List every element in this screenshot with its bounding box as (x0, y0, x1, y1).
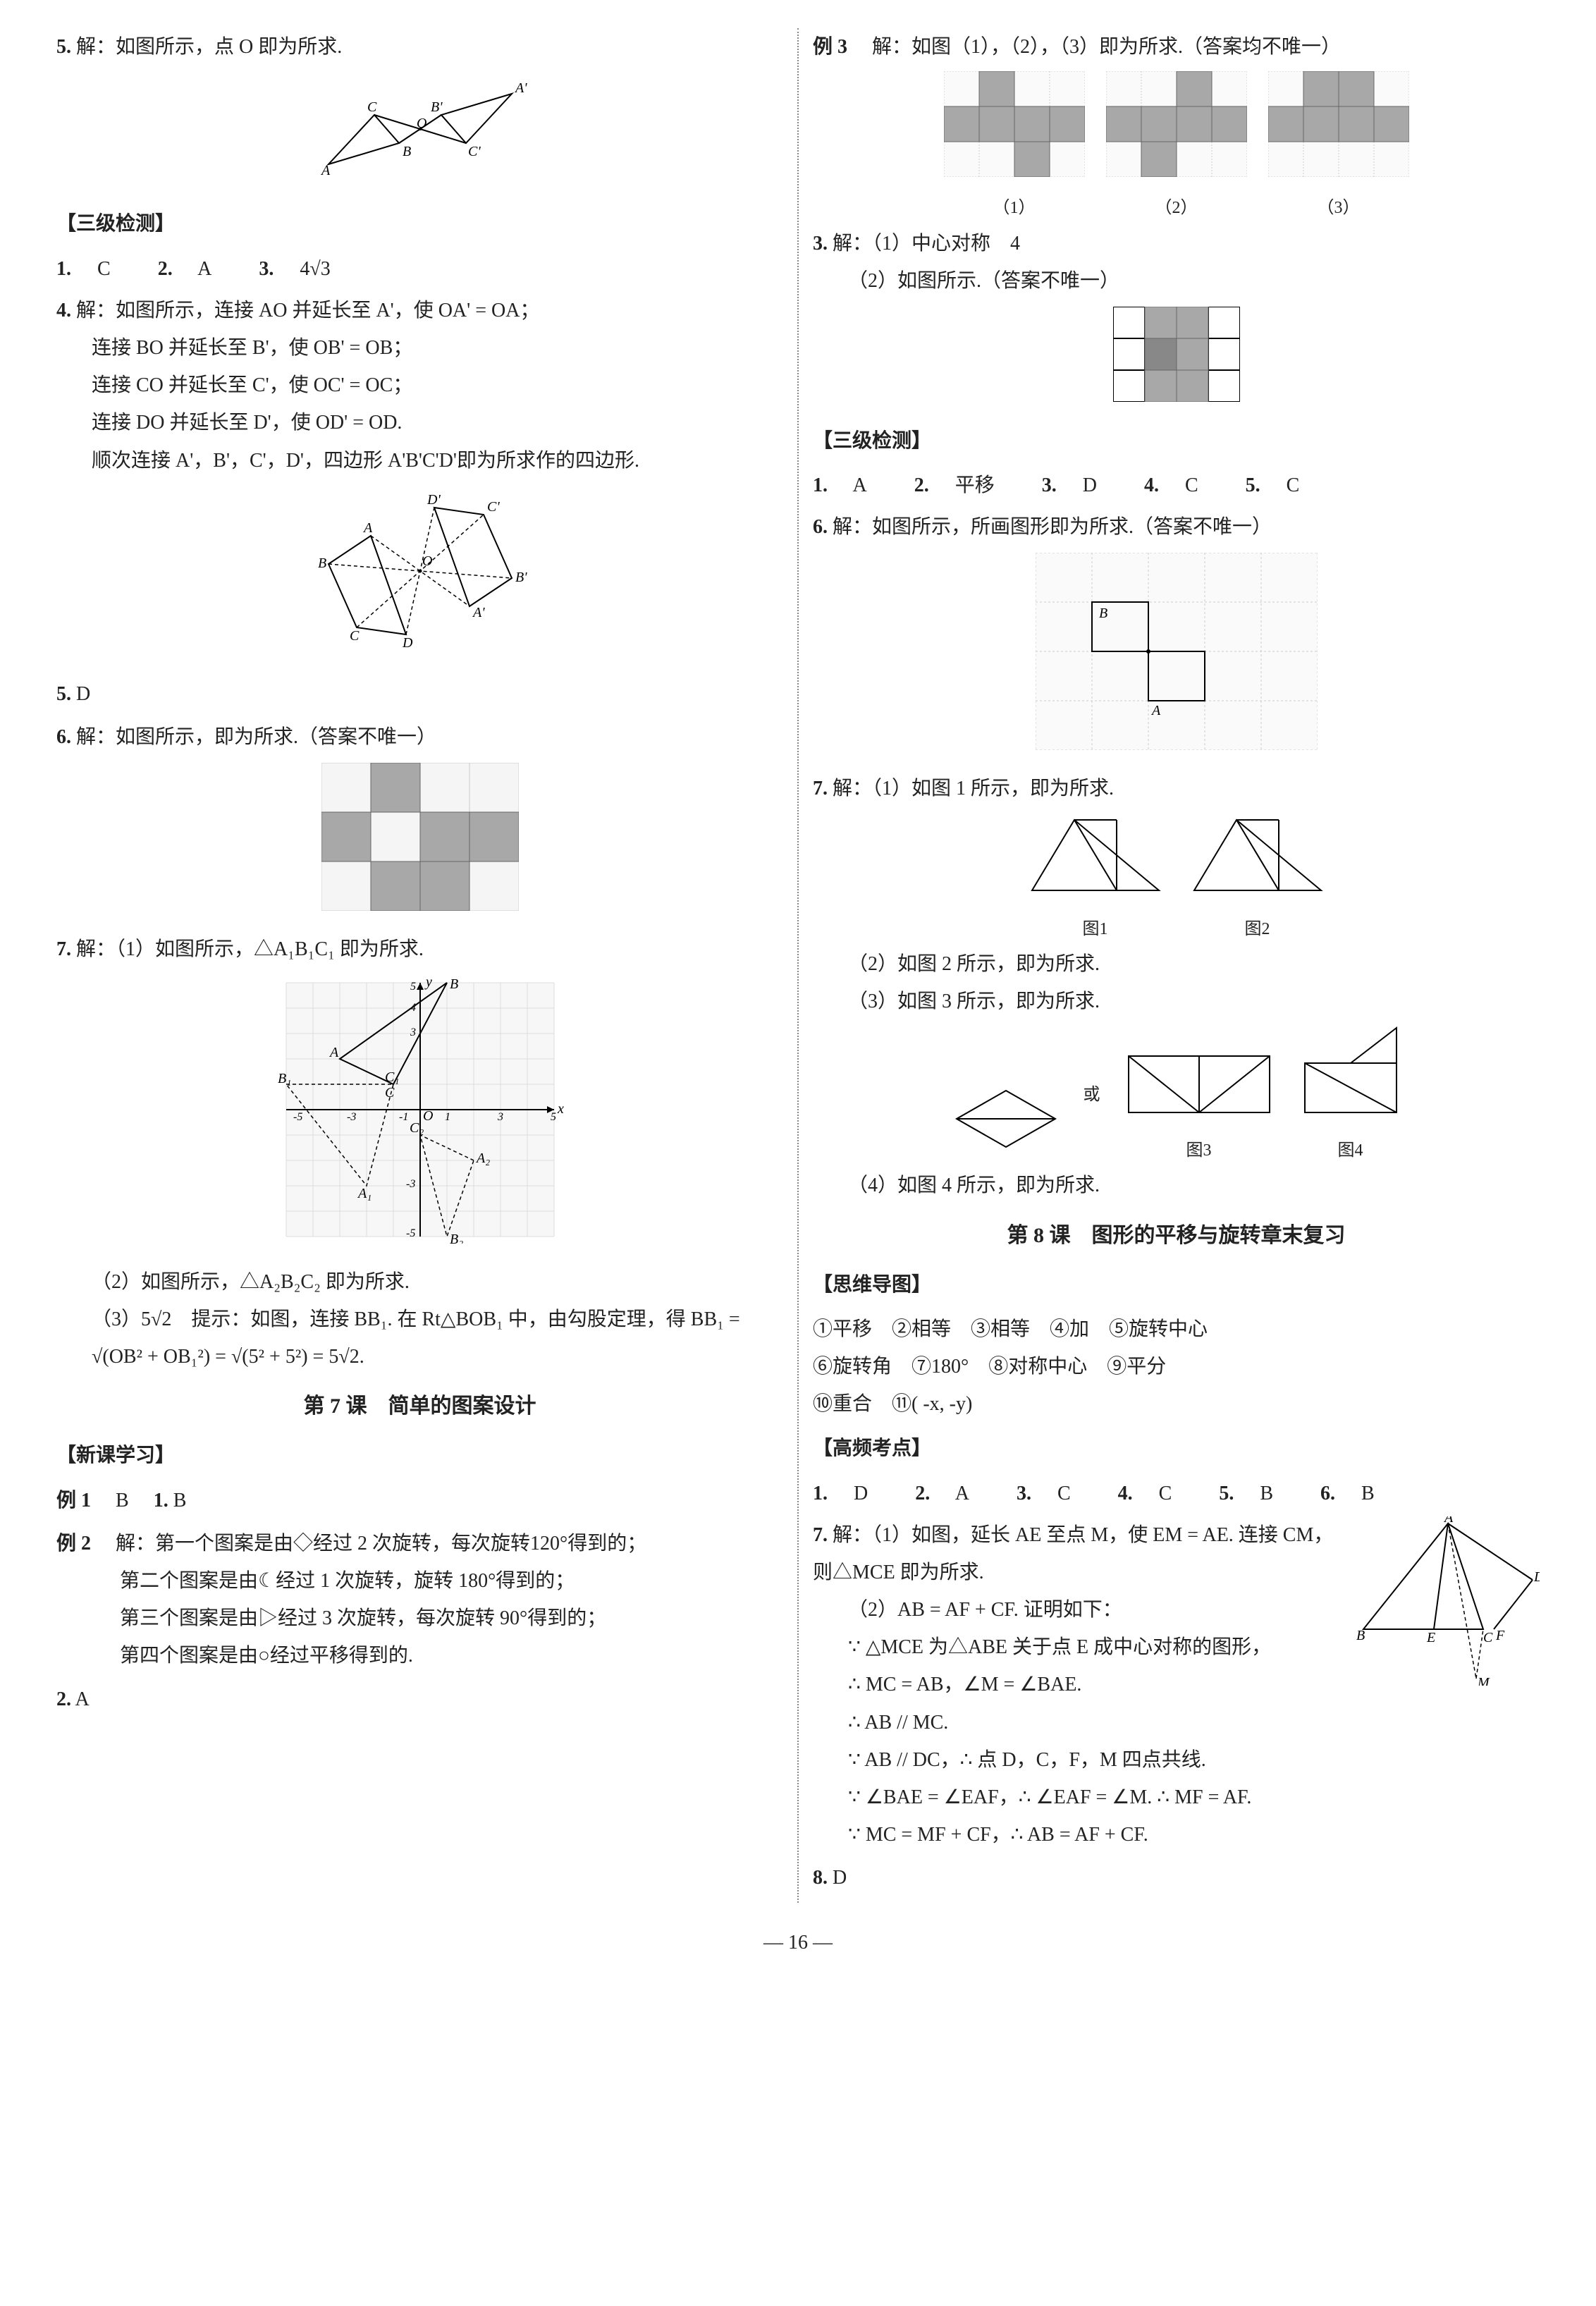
figure-triangles-12: 图1 图2 (813, 813, 1540, 945)
section-gaopin: 【高频考点】 (813, 1430, 1540, 1467)
svg-text:A₁: A₁ (357, 1186, 372, 1201)
svg-text:A': A' (472, 605, 485, 620)
right-column: 例 3 解：如图（1），（2），（3）即为所求.（答案均不唯一） （1） (799, 28, 1554, 1903)
page-number: — 16 — (42, 1924, 1554, 1961)
q7-line3: （3）5√2 提示：如图，连接 BB₁. 在 Rt△BOB₁ 中，由勾股定理，得… (56, 1301, 783, 1375)
svg-text:5: 5 (410, 981, 416, 993)
q7-line2: （2）如图所示，△A₂B₂C₂ 即为所求. (56, 1263, 783, 1301)
left-column: 5. 解：如图所示，点 O 即为所求. A B C A' B' C' O 【三级… (42, 28, 799, 1903)
svg-text:B: B (450, 976, 458, 992)
question-2b: 2. A (56, 1681, 783, 1718)
question-7: 7. 解：（1）如图所示，△A₁B₁C₁ 即为所求. (56, 931, 783, 968)
svg-text:B: B (1099, 606, 1107, 621)
svg-text:C₂: C₂ (410, 1120, 424, 1136)
svg-text:-5: -5 (293, 1111, 302, 1123)
figure-shapes-34: 或 图3 图4 (813, 1021, 1540, 1167)
svg-text:C': C' (487, 499, 500, 515)
figure-quadrilateral-rotation: A B C D A' B' C' D' O (56, 486, 783, 668)
figure-coordinate-grid: x y O A B C B₁ A₁ C₁ A₂ B₂ C₂ -5 -3 -1 1… (56, 976, 783, 1256)
question-8: 8. D (813, 1859, 1540, 1896)
question-5b: 5. D (56, 675, 783, 713)
question-4: 4. 解：如图所示，连接 AO 并延长至 A'，使 OA' = OA； 连接 B… (56, 292, 783, 479)
svg-text:A: A (1443, 1516, 1454, 1526)
svg-text:A: A (1150, 703, 1161, 718)
svg-text:D: D (402, 635, 413, 651)
question-7c: A B C D E F M 7. 解：（1）如图，延长 AE 至点 M，使 EM… (813, 1516, 1540, 1854)
svg-text:-1: -1 (399, 1111, 408, 1123)
svg-text:D: D (1533, 1569, 1540, 1585)
figure-grid-pattern-1 (56, 763, 783, 924)
q5-num: 5. (56, 36, 71, 58)
svg-text:A: A (320, 163, 331, 178)
lesson-7-title: 第 7 课 简单的图案设计 (56, 1386, 783, 1426)
figure-triangle-abcd: A B C D E F M (1356, 1516, 1540, 1698)
question-7b: 7. 解：（1）如图 1 所示，即为所求. (813, 770, 1540, 807)
svg-text:B: B (1356, 1628, 1365, 1643)
svg-text:C': C' (468, 144, 481, 159)
svg-text:B: B (318, 556, 326, 571)
section-xinke: 【新课学习】 (56, 1437, 783, 1474)
svg-text:1: 1 (445, 1111, 450, 1123)
q5-text: 解：如图所示，点 O 即为所求. (76, 36, 342, 58)
svg-text:D': D' (426, 492, 441, 508)
svg-text:F: F (1495, 1628, 1505, 1643)
svg-text:O: O (417, 116, 426, 131)
svg-text:-5: -5 (406, 1227, 415, 1239)
svg-text:B': B' (515, 570, 527, 585)
svg-text:B': B' (431, 99, 443, 115)
svg-text:M: M (1477, 1675, 1490, 1686)
svg-text:y: y (424, 976, 432, 990)
example-2: 例 2 解：第一个图案是由◇经过 2 次旋转，每次旋转120°得到的； 第二个图… (56, 1525, 783, 1675)
mindmap-1: ①平移 ②相等 ③相等 ④加 ⑤旋转中心 (813, 1311, 1540, 1348)
svg-text:B₂: B₂ (450, 1232, 463, 1244)
example-1: 例 1 B 1. B (56, 1482, 783, 1519)
figure-three-grids: （1） （2） (813, 71, 1540, 225)
q7b-line4: （4）如图 4 所示，即为所求. (813, 1167, 1540, 1204)
svg-text:E: E (1426, 1630, 1435, 1645)
figure-bowtie-triangles: A B C A' B' C' O (56, 73, 783, 198)
answers-row-2: 1. A 2. 平移 3. D 4. C 5. C (813, 467, 1540, 504)
example-3: 例 3 解：如图（1），（2），（3）即为所求.（答案均不唯一） (813, 28, 1540, 66)
section-sanji-1: 【三级检测】 (56, 205, 783, 243)
svg-text:C: C (385, 1085, 395, 1100)
svg-text:4: 4 (410, 1002, 416, 1014)
svg-text:C: C (1483, 1630, 1493, 1645)
q7b-line3: （3）如图 3 所示，即为所求. (813, 983, 1540, 1020)
svg-text:C: C (367, 99, 377, 115)
q7b-line2: （2）如图 2 所示，即为所求. (813, 945, 1540, 983)
svg-text:-3: -3 (347, 1111, 356, 1123)
svg-text:x: x (557, 1101, 564, 1117)
svg-text:O: O (423, 1108, 433, 1124)
svg-text:O: O (422, 553, 432, 569)
svg-text:-3: -3 (406, 1178, 415, 1190)
question-6: 6. 解：如图所示，即为所求.（答案不唯一） (56, 718, 783, 756)
figure-small-grid (813, 307, 1540, 415)
question-6b: 6. 解：如图所示，所画图形即为所求.（答案不唯一） (813, 508, 1540, 546)
svg-text:5: 5 (551, 1111, 556, 1123)
figure-grid-ab: B A (813, 553, 1540, 763)
section-sanji-2: 【三级检测】 (813, 422, 1540, 460)
svg-text:3: 3 (497, 1111, 503, 1123)
svg-text:A': A' (514, 80, 527, 96)
section-siwei: 【思维导图】 (813, 1266, 1540, 1304)
svg-text:3: 3 (410, 1026, 416, 1038)
question-3r: 3. 解：（1）中心对称 4 （2）如图所示.（答案不唯一） (813, 225, 1540, 300)
mindmap-2: ⑥旋转角 ⑦180° ⑧对称中心 ⑨平分 (813, 1348, 1540, 1385)
svg-text:B: B (403, 144, 411, 159)
svg-text:C₁: C₁ (385, 1069, 399, 1085)
svg-text:A₂: A₂ (475, 1151, 490, 1166)
svg-text:C: C (350, 628, 360, 644)
svg-text:A: A (362, 520, 373, 536)
mindmap-3: ⑩重合 ⑪( -x, -y) (813, 1385, 1540, 1423)
answers-row-3: 1. D 2. A 3. C 4. C 5. B 6. B (813, 1475, 1540, 1512)
q4-num: 4. (56, 300, 71, 321)
question-5: 5. 解：如图所示，点 O 即为所求. (56, 28, 783, 66)
svg-text:B₁: B₁ (278, 1071, 291, 1086)
svg-text:A: A (329, 1045, 339, 1060)
lesson-8-title: 第 8 课 图形的平移与旋转章末复习 (813, 1215, 1540, 1256)
answers-row-1: 1. C 2. A 3. 4√3 (56, 250, 783, 288)
